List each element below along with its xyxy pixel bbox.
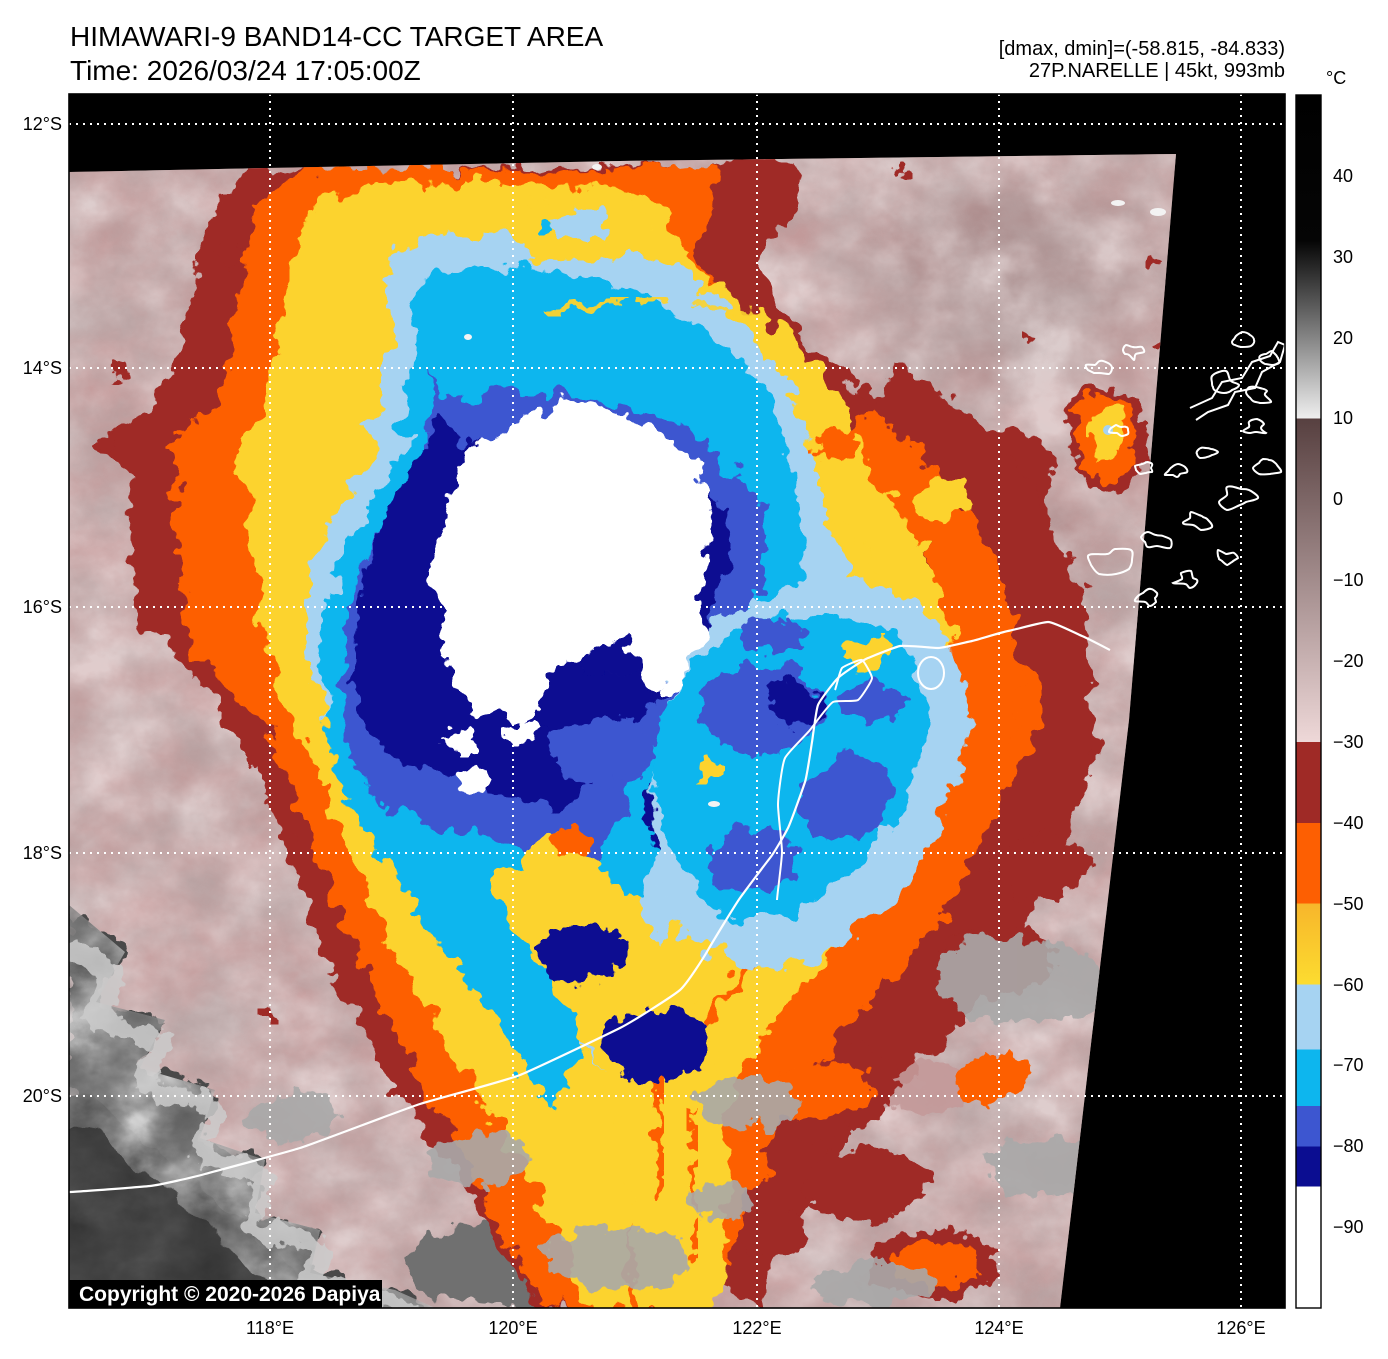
svg-text:20: 20 [1333,328,1353,348]
svg-text:20°S: 20°S [23,1086,62,1106]
svg-text:°C: °C [1326,68,1346,88]
svg-text:27P.NARELLE | 45kt, 993mb: 27P.NARELLE | 45kt, 993mb [1029,60,1285,82]
svg-text:Copyright © 2020-2026 Dapiya: Copyright © 2020-2026 Dapiya [79,1283,381,1306]
svg-text:[dmax, dmin]=(-58.815, -84.833: [dmax, dmin]=(-58.815, -84.833) [999,38,1285,60]
svg-text:18°S: 18°S [23,843,62,863]
svg-text:12°S: 12°S [23,114,62,134]
svg-text:30: 30 [1333,247,1353,267]
svg-text:40: 40 [1333,166,1353,186]
svg-text:−40: −40 [1333,813,1364,833]
svg-text:−80: −80 [1333,1136,1364,1156]
svg-text:−60: −60 [1333,975,1364,995]
svg-text:122°E: 122°E [732,1318,781,1338]
svg-text:16°S: 16°S [23,597,62,617]
svg-text:−50: −50 [1333,894,1364,914]
svg-text:Time: 2026/03/24 17:05:00Z: Time: 2026/03/24 17:05:00Z [70,55,421,86]
svg-text:118°E: 118°E [246,1318,294,1338]
svg-text:0: 0 [1333,489,1343,509]
svg-text:HIMAWARI-9 BAND14-CC TARGET AR: HIMAWARI-9 BAND14-CC TARGET AREA [70,21,603,52]
svg-text:124°E: 124°E [974,1318,1023,1338]
svg-text:−70: −70 [1333,1055,1364,1075]
svg-text:120°E: 120°E [488,1318,537,1338]
svg-text:−10: −10 [1333,570,1364,590]
svg-text:−20: −20 [1333,651,1364,671]
svg-text:10: 10 [1333,408,1353,428]
svg-text:−30: −30 [1333,732,1364,752]
svg-text:126°E: 126°E [1216,1318,1265,1338]
svg-text:14°S: 14°S [23,358,62,378]
svg-text:−90: −90 [1333,1217,1364,1237]
